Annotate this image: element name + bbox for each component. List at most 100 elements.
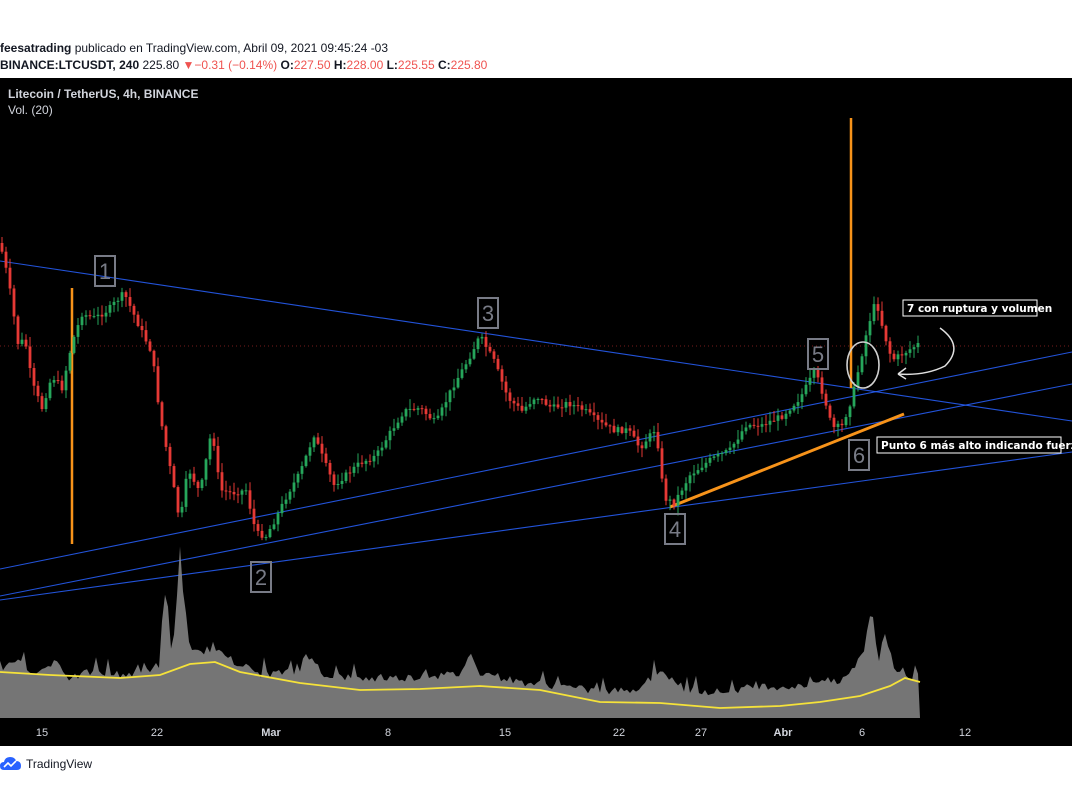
candle-body [748,424,752,428]
x-tick-label: 27 [695,727,707,739]
open-label: O: [280,58,294,72]
candle-body [392,428,396,431]
wave-label-2: 2 [250,561,272,593]
candle-body [268,528,272,538]
candle-body [228,491,232,493]
candle-body [564,401,568,408]
candle-body [872,304,876,322]
candle-body [44,398,48,410]
wave-label-number: 2 [255,565,267,590]
candle-body [4,251,8,268]
candle-body [116,300,120,302]
candle-body [172,466,176,488]
candle-body [764,424,768,426]
text-note-label: 7 con ruptura y volumen [907,303,1052,315]
wave-label-number: 4 [669,517,681,542]
x-tick-label: 15 [36,727,48,739]
candle-body [700,467,704,471]
text-note-box [902,299,1038,317]
candle-body [212,438,216,446]
wave-label-number: 5 [812,342,824,367]
candle-body [408,408,412,410]
candle-body [916,343,920,348]
publish-text: publicado en TradingView.com, Abril 09, … [74,41,389,55]
candle-body [420,408,424,410]
candle-body [540,399,544,401]
open-value: 227.50 [293,58,331,72]
volume-area [0,546,920,718]
x-tick-label: 6 [859,727,865,739]
candle-body [756,425,760,427]
candle-body [440,407,444,416]
candle-body [728,447,732,451]
candle-body [568,401,572,407]
candle-body [248,490,252,509]
volume-ma-line [0,661,921,709]
candle-body [608,425,612,427]
candle-body [780,415,784,419]
candle-body [84,315,88,317]
candle-body [320,443,324,454]
candle-body [332,474,336,485]
candle-body [600,419,604,423]
candle-body [808,377,812,385]
wave-label-4: 4 [664,513,686,545]
candle-body [740,431,744,440]
author-name[interactable]: feesatrading [0,41,72,55]
candle-body [500,369,504,382]
candle-body [648,433,652,442]
candle-body [60,380,64,391]
x-tick-label: Abr [774,727,794,739]
candle-body [164,426,168,447]
candle-body [132,305,136,315]
candle-body [184,478,188,507]
candle-body [292,482,296,492]
annotations: 1 2 3 4 5 6 7 con ruptura y volumen Punto 6 más… [94,255,1072,593]
tradingview-logo[interactable]: TradingView [0,756,92,772]
price-change: −0.31 (−0.14%) [194,58,278,72]
candle-body [488,346,492,352]
candle-body [908,349,912,353]
candle-body [328,462,332,475]
wave-label-3: 3 [477,297,499,329]
candle-body [208,438,212,460]
candle-body [352,466,356,473]
candle-body [460,369,464,378]
x-tick-label: 15 [499,727,511,739]
orange-support-line [669,412,905,509]
candle-body [516,403,520,406]
candle-body [288,491,292,500]
candle-body [880,310,884,326]
brand-name: TradingView [26,757,93,771]
candle-body [348,472,352,474]
candle-body [552,404,556,407]
candle-body [68,352,72,371]
candle-body [144,330,148,342]
candle-body [124,292,128,298]
trendline-1 [0,260,1072,422]
low-label: L: [386,58,398,72]
wave-label-box [664,513,686,545]
candle-body [524,406,528,411]
candle-body [400,416,404,423]
candle-body [520,405,524,411]
candle-body [444,402,448,408]
candle-body [436,415,440,419]
candle-body [832,417,836,427]
candle-body [724,450,728,454]
candle-body [712,456,716,458]
candle-body [820,377,824,394]
candle-body [816,369,820,378]
candle-body [424,408,428,415]
candle-body [312,437,316,448]
wave-label-number: 3 [482,301,494,326]
candle-body [412,408,416,410]
candle-body [240,490,244,495]
candle-body [620,427,624,433]
candle-body [536,399,540,401]
wave-label-1: 1 [94,255,116,287]
candle-body [324,453,328,463]
candle-body [804,384,808,395]
